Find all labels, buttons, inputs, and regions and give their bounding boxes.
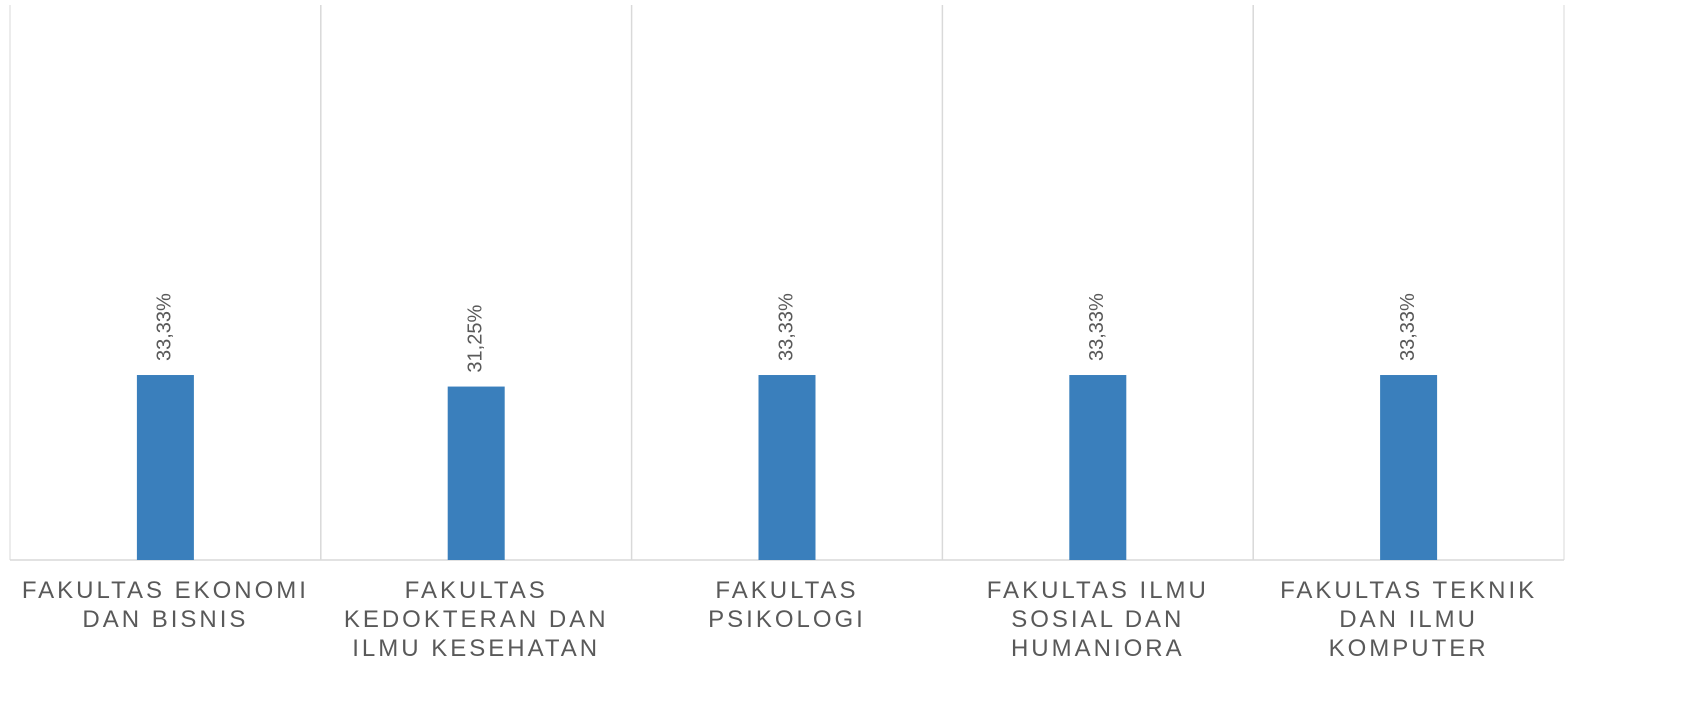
value-label: 33,33% <box>1397 293 1419 361</box>
value-label: 33,33% <box>1086 293 1108 361</box>
x-tick-label: FAKULTAS PSIKOLOGI <box>708 577 866 633</box>
x-tick-label: FAKULTAS KEDOKTERAN DAN ILMU KESEHATAN <box>343 577 609 662</box>
x-tick-label: FAKULTAS ILMU SOSIAL DAN HUMANIORA <box>986 577 1209 662</box>
x-tick-label: FAKULTAS EKONOMI DAN BISNIS <box>21 577 309 633</box>
bar <box>1069 375 1127 560</box>
x-tick-label: FAKULTAS TEKNIK DAN ILMU KOMPUTER <box>1280 577 1538 662</box>
bar <box>447 386 505 560</box>
value-label: 33,33% <box>775 293 797 361</box>
value-label: 33,33% <box>154 293 176 361</box>
bar <box>758 375 816 560</box>
bar <box>1380 375 1438 560</box>
bar <box>136 375 194 560</box>
value-label: 31,25% <box>464 305 486 373</box>
